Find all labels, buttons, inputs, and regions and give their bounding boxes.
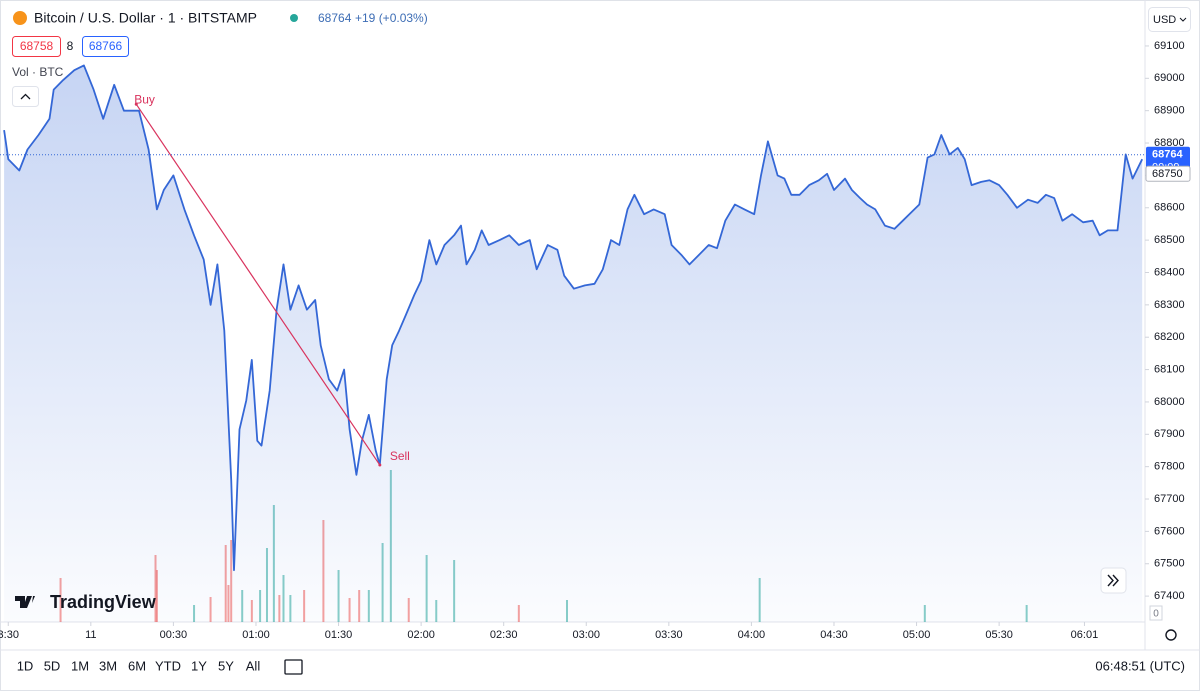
range-button[interactable]: All (246, 658, 261, 673)
brand: TradingView (50, 592, 157, 612)
y-tick-label: 68900 (1154, 105, 1185, 117)
price-line (3, 64, 1144, 572)
close-tag (1145, 165, 1191, 182)
y-tick-label: 68000 (1154, 396, 1185, 408)
y-tick-label: 67900 (1154, 428, 1185, 440)
x-tick-label: 04:30 (820, 629, 848, 641)
symbol-title: Bitcoin / U.S. Dollar · 1 · BITSTAMP (34, 10, 257, 26)
trade-label: Buy (134, 92, 155, 106)
range-button[interactable]: YTD (155, 658, 181, 673)
y-tick-label: 67800 (1154, 461, 1185, 473)
date-range-button[interactable] (284, 659, 303, 675)
y-tick-label: 68100 (1154, 363, 1185, 375)
close-tag-label: 68750 (1152, 168, 1183, 180)
range-button[interactable]: 1M (71, 658, 89, 673)
ask-box[interactable] (82, 36, 129, 57)
x-tick-label: 11 (85, 629, 96, 641)
range-button[interactable]: 1Y (191, 658, 207, 673)
symbol-icon (13, 11, 27, 25)
range-button[interactable]: 5D (44, 658, 61, 673)
settings-button[interactable] (1165, 629, 1177, 641)
y-tick-label: 68400 (1154, 266, 1185, 278)
scroll-icon (1107, 574, 1119, 587)
clock: 06:48:51 (UTC) (1095, 658, 1185, 673)
last-price-tag-label: 68764 (1152, 149, 1183, 161)
x-tick-label: 04:00 (738, 629, 766, 641)
market-status (290, 14, 298, 22)
x-tick-label: 05:00 (903, 629, 931, 641)
x-tick-label: 06:01 (1071, 629, 1099, 641)
currency-chevron (1179, 17, 1187, 22)
y-tick-label: 69100 (1154, 40, 1185, 52)
trade-label: Sell (390, 449, 410, 463)
plot: Buy Sell (0, 64, 1145, 622)
range-button[interactable]: 3M (99, 658, 117, 673)
y-tick-label: 68500 (1154, 234, 1185, 246)
volume-label: Vol · BTC (12, 65, 64, 79)
ask[interactable]: 68766 (89, 39, 123, 53)
price-area (4, 65, 1143, 622)
bid-box[interactable] (12, 36, 61, 57)
currency-button[interactable] (1148, 7, 1191, 32)
y-tick-label: 68200 (1154, 331, 1185, 343)
x-tick-label: 05:30 (985, 629, 1013, 641)
x-tick-label: 00:30 (160, 629, 188, 641)
y-tick-label: 67400 (1154, 590, 1185, 602)
x-tick-label: 02:00 (407, 629, 435, 641)
x-tick-label: 03:00 (572, 629, 600, 641)
trade-point (134, 102, 138, 106)
range-button[interactable]: 5Y (218, 658, 234, 673)
trade-point (378, 463, 382, 467)
y-tick-label: 68300 (1154, 299, 1185, 311)
volume-axis-label: 0 (1153, 609, 1159, 620)
x-tick-label: 01:00 (242, 629, 270, 641)
range-button[interactable]: 1D (17, 658, 34, 673)
volume-axis-tag (1149, 605, 1163, 621)
price-change: +19 (+0.03%) (355, 11, 428, 25)
logo-mark (15, 596, 35, 608)
bid[interactable]: 68758 (20, 39, 54, 53)
range-button[interactable]: 6M (128, 658, 146, 673)
x-tick-label: 02:30 (490, 629, 518, 641)
y-tick-label: 67700 (1154, 493, 1185, 505)
trade-line (135, 103, 381, 466)
y-tick-label: 67500 (1154, 558, 1185, 570)
y-tick-label: 68800 (1154, 137, 1185, 149)
y-tick-label: 68600 (1154, 202, 1185, 214)
x-tick-label: 3:30 (0, 629, 19, 641)
currency[interactable]: USD (1153, 14, 1176, 26)
axes: 67400 67500 67600 67700 67800 67900 68000 68100… (0, 40, 1191, 641)
collapse-icon (20, 93, 31, 100)
x-tick-label: 03:30 (655, 629, 683, 641)
collapse-button[interactable] (12, 86, 39, 107)
y-tick-label: 69000 (1154, 72, 1185, 84)
x-tick-label: 01:30 (325, 629, 353, 641)
y-tick-label: 67600 (1154, 525, 1185, 537)
last-price: 68764 (318, 11, 352, 25)
spread: 8 (67, 39, 74, 53)
